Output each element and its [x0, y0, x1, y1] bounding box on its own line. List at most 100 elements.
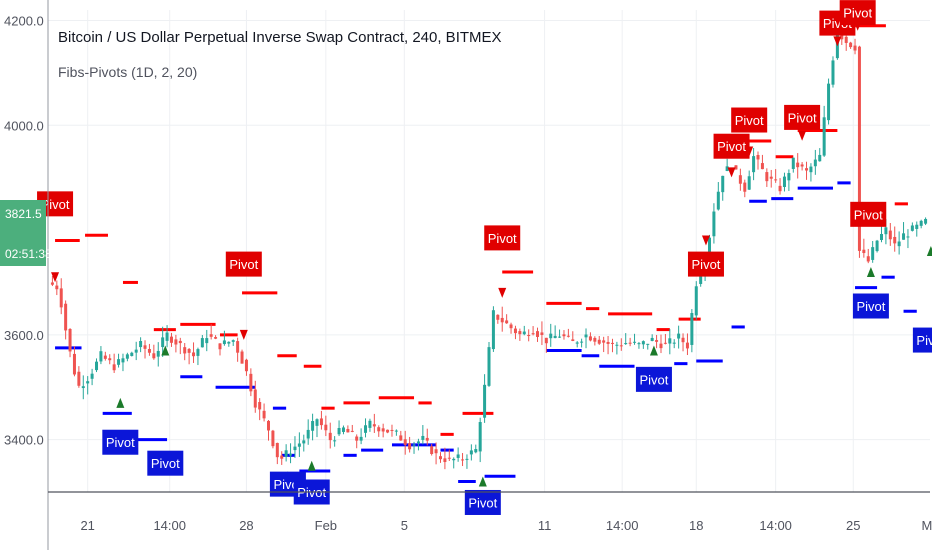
candle-body: [738, 175, 742, 184]
candle-body: [505, 320, 509, 324]
candle-body: [637, 343, 641, 345]
candle-body: [355, 436, 359, 441]
candle-body: [862, 249, 866, 254]
candle-body: [240, 351, 244, 364]
pivot-high-label-text: Pivot: [735, 113, 764, 128]
candle-body: [615, 344, 619, 346]
candle-body: [919, 220, 923, 226]
candle-body: [359, 436, 363, 441]
candle-body: [769, 176, 773, 179]
candle-body: [99, 351, 103, 362]
candle-body: [813, 159, 817, 167]
candle-body: [328, 432, 332, 441]
candle-body: [871, 247, 875, 260]
candle-body: [558, 336, 562, 338]
candle-body: [518, 331, 522, 335]
candle-body: [90, 373, 94, 379]
pivot-high-label-text: Pivot: [788, 110, 817, 125]
candle-body: [544, 337, 548, 344]
pivot-low-label: Pivot: [912, 327, 932, 353]
candle-body: [840, 32, 844, 40]
candle-body: [302, 440, 306, 444]
candle-body: [121, 358, 125, 363]
candle-body: [610, 342, 614, 344]
pivot-high-label: Pivot: [839, 0, 876, 26]
candle-body: [571, 339, 575, 341]
pivot-high-label-text: Pivot: [488, 231, 517, 246]
candle-body: [399, 435, 403, 441]
candle-body: [364, 425, 368, 433]
candle-body: [712, 211, 716, 237]
pivot-low-label: Pivot: [102, 429, 139, 455]
candle-body: [50, 282, 54, 285]
pivot-markers: Pivot Pivot Pivot Pivot Pivot Pivot Pivot Pivot…: [37, 0, 932, 515]
bar-countdown: 02:51:38: [5, 247, 52, 261]
candle-body: [884, 227, 888, 235]
pivot-low-arrow: [307, 460, 316, 471]
candle-body: [130, 352, 134, 356]
candle-body: [699, 275, 703, 284]
candle-body: [156, 350, 160, 357]
pivot-low-label-box: [464, 489, 501, 515]
pivot-high-label-text: Pivot: [692, 257, 721, 272]
candle-body: [734, 165, 738, 170]
pivot-low-label-text: Pivot: [106, 435, 135, 450]
candle-body: [474, 449, 478, 453]
pivot-high-label-box: [484, 225, 521, 251]
candle-body: [677, 333, 681, 339]
candle-body: [522, 331, 526, 335]
candle-body: [588, 336, 592, 341]
candle-body: [372, 424, 376, 427]
candle-body: [430, 446, 434, 454]
x-tick-label: 18: [689, 518, 703, 533]
candle-body: [293, 446, 297, 451]
x-tick-label: 11: [538, 518, 552, 533]
x-tick-label: Mar: [921, 518, 932, 533]
candle-body: [500, 317, 504, 323]
candle-body: [214, 337, 218, 339]
pivot-low-label-text: Pivot: [856, 299, 885, 314]
candle-body: [531, 333, 535, 335]
candle-body: [447, 457, 451, 459]
candle-body: [434, 449, 438, 454]
pivot-high-label-box: [225, 251, 262, 277]
x-tick-label: 14:00: [759, 518, 792, 533]
pivot-high-label: Pivot: [850, 201, 887, 227]
candle-body: [280, 455, 284, 459]
pivot-low-label-box: [635, 366, 672, 392]
candle-body: [346, 429, 350, 433]
candle-body: [103, 355, 107, 359]
pivot-high-label-box: [784, 104, 821, 130]
pivot-low-arrow: [866, 266, 875, 277]
candle-body: [593, 337, 597, 342]
candle-body: [267, 420, 270, 431]
candle-body: [831, 60, 835, 85]
x-tick-label: Feb: [315, 518, 337, 533]
candle-body: [487, 347, 491, 386]
candle-body: [685, 342, 689, 349]
candle-body: [337, 427, 341, 435]
candle-body: [536, 331, 540, 337]
pivot-low-arrow: [478, 476, 487, 487]
x-tick-label: 14:00: [153, 518, 186, 533]
candle-body: [902, 233, 906, 240]
candle-body: [924, 218, 928, 224]
candle-body: [584, 334, 588, 338]
candle-body: [350, 430, 354, 432]
candle-body: [879, 233, 883, 241]
candle-body: [805, 168, 809, 171]
candle-body: [549, 333, 553, 339]
candle-body: [218, 343, 222, 350]
candle-body: [496, 314, 500, 320]
candle-body: [716, 191, 720, 210]
candle-body: [147, 348, 151, 353]
candle-body: [681, 337, 685, 343]
candle-body: [319, 418, 323, 426]
candle-body: [809, 166, 813, 173]
candle-body: [368, 420, 372, 428]
candle-body: [315, 419, 319, 426]
pivot-high-label-box: [850, 201, 887, 227]
candle-body: [152, 353, 156, 359]
candle-body: [650, 337, 654, 341]
